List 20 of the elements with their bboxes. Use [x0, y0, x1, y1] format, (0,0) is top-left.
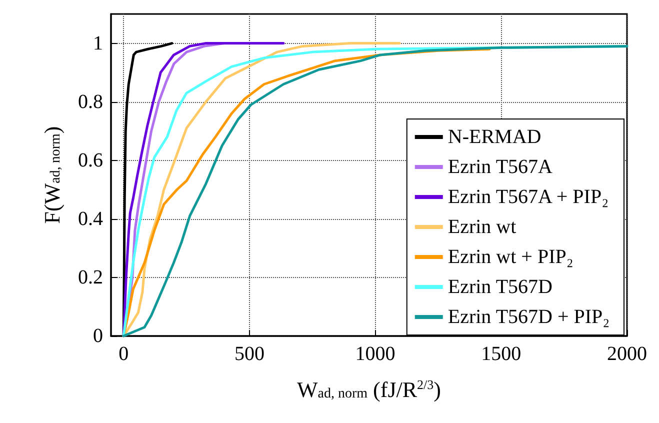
legend-label: Ezrin T567D — [448, 276, 552, 298]
y-tick-label: 0.8 — [78, 90, 103, 113]
y-tick-label: 0.2 — [78, 266, 103, 288]
x-tick-label: 1000 — [355, 343, 396, 365]
legend-label: N-ERMAD — [448, 126, 542, 148]
legend-label: Ezrin wt — [448, 216, 517, 238]
y-tick-label: 0.4 — [78, 208, 103, 230]
legend-label: Ezrin T567A + PIP₂ — [448, 186, 609, 208]
y-axis-title: F(Wad, norm) — [40, 126, 64, 224]
x-tick-label: 0 — [118, 343, 129, 365]
x-tick-label: 1500 — [481, 343, 522, 365]
line-series — [122, 44, 628, 338]
y-tick-label: 0.6 — [78, 149, 103, 172]
x-tick-label: 500 — [234, 343, 264, 365]
y-tick-label: 1 — [93, 32, 103, 54]
legend-label: Ezrin T567A — [448, 156, 554, 178]
legend-label: Ezrin T567D + PIP₂ — [448, 306, 610, 328]
legend-label: Ezrin wt + PIP₂ — [448, 246, 574, 268]
y-tick-label: 0 — [93, 325, 103, 347]
x-tick-label: 2000 — [607, 343, 647, 365]
